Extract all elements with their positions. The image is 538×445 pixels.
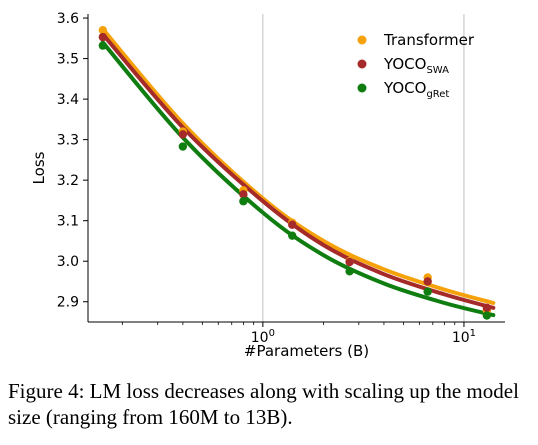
fit-curve-1 bbox=[100, 27, 496, 305]
legend-marker-2 bbox=[357, 59, 367, 69]
loss-scaling-chart: 2.9 3.0 3.1 3.2 3.3 3.4 3.5 3.6 100 101 Loss #Pa… bbox=[30, 11, 505, 360]
data-point-2 bbox=[288, 220, 297, 229]
data-points bbox=[98, 26, 492, 320]
x-tick-label: 100 bbox=[251, 328, 275, 346]
fit-curves bbox=[100, 27, 496, 318]
data-point-2 bbox=[98, 32, 108, 42]
legend-label-1: Transformer bbox=[383, 31, 475, 49]
legend: Transformer YOCOSWA YOCOgRet bbox=[357, 31, 475, 100]
data-point-3 bbox=[288, 231, 297, 240]
x-axis-title: #Parameters (B) bbox=[244, 342, 369, 360]
data-point-2 bbox=[482, 303, 492, 313]
legend-label-2: YOCOSWA bbox=[383, 55, 449, 76]
y-tick-label: 3.5 bbox=[57, 52, 79, 68]
fit-curve-2 bbox=[100, 32, 496, 310]
fit-curve-3 bbox=[100, 40, 496, 318]
data-point-3 bbox=[345, 267, 354, 276]
y-tick-labels: 2.9 3.0 3.1 3.2 3.3 3.4 3.5 3.6 bbox=[57, 11, 79, 311]
data-point-2 bbox=[178, 130, 188, 139]
y-tick-label: 3.4 bbox=[57, 92, 79, 108]
y-tick-label: 3.6 bbox=[57, 11, 79, 27]
legend-marker-1 bbox=[357, 35, 367, 45]
data-point-3 bbox=[423, 287, 432, 296]
x-tick-labels: 100 101 bbox=[251, 328, 476, 346]
legend-marker-3 bbox=[357, 83, 367, 93]
data-point-2 bbox=[239, 190, 248, 199]
axes bbox=[83, 14, 505, 327]
y-tick-label: 2.9 bbox=[57, 295, 79, 311]
data-point-2 bbox=[345, 257, 354, 267]
data-point-3 bbox=[178, 142, 188, 151]
data-point-2 bbox=[423, 277, 432, 286]
figure-caption: Figure 4: LM loss decreases along with s… bbox=[8, 379, 519, 429]
y-axis-title: Loss bbox=[30, 151, 48, 184]
y-tick-label: 3.1 bbox=[57, 214, 79, 230]
data-point-1 bbox=[98, 26, 108, 35]
y-tick-label: 3.3 bbox=[57, 133, 79, 149]
y-tick-label: 3.0 bbox=[57, 254, 79, 270]
data-point-3 bbox=[98, 41, 108, 50]
data-point-3 bbox=[482, 311, 492, 320]
x-tick-label: 101 bbox=[452, 328, 476, 346]
data-point-3 bbox=[239, 197, 248, 206]
legend-label-3: YOCOgRet bbox=[383, 79, 449, 100]
y-tick-label: 3.2 bbox=[57, 173, 79, 189]
grid-lines bbox=[262, 14, 465, 322]
